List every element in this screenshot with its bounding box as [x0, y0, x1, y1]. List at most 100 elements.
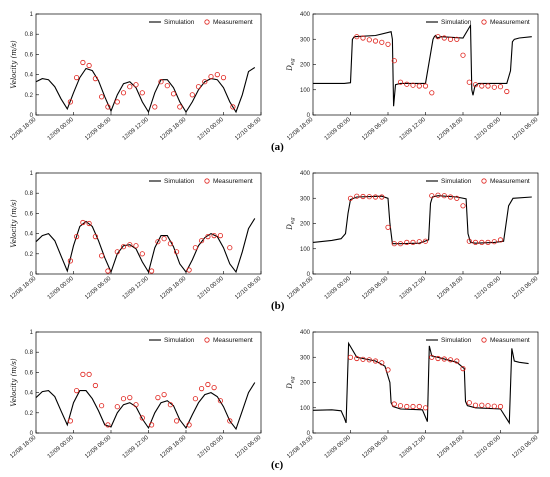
measurement-point: [454, 36, 460, 42]
measurement-point: [211, 233, 217, 239]
y-tick-label: 0: [30, 431, 34, 437]
x-tick-label: 12/09 18:00: [159, 276, 188, 301]
measurement-point: [74, 75, 80, 81]
measurement-point: [385, 224, 391, 230]
measurement-point: [435, 34, 441, 40]
y-tick-label: 0: [307, 272, 311, 278]
x-tick-label: 12/10 06:00: [511, 276, 540, 301]
x-tick-label: 12/08 18:00: [286, 276, 315, 301]
measurement-point: [164, 83, 170, 89]
panel-label-a: (a): [271, 141, 284, 153]
simulation-line: [35, 218, 256, 274]
x-tick-label: 12/09 12:00: [122, 435, 151, 460]
measurement-point: [366, 37, 372, 43]
measurement-point: [404, 81, 410, 87]
measurement-point: [74, 234, 80, 240]
measurement-point: [161, 236, 167, 242]
measurement-point: [133, 402, 139, 408]
measurement-point: [86, 220, 92, 227]
measurement-point: [429, 193, 435, 199]
y-tick-label: 0.6: [25, 211, 34, 217]
measurement-point: [479, 402, 485, 408]
measurement-point: [429, 354, 435, 360]
measurement-point: [192, 396, 198, 402]
simulation-line: [313, 23, 532, 107]
x-tick-label: 12/10 06:00: [511, 117, 540, 142]
measurement-point: [167, 402, 173, 408]
chart-a-velocity: 0 0.2 0.4 0.6 0.8 1 12/08 18:00 12/09 00:00 12/0…: [9, 12, 263, 142]
x-tick-label: 12/09 06:00: [361, 435, 390, 460]
x-tick-label: 12/10 06:00: [511, 435, 540, 460]
measurement-point: [466, 400, 472, 406]
x-tick-label: 12/09 06:00: [84, 435, 113, 460]
measurement-point: [466, 79, 472, 85]
x-tick-label: 12/09 00:00: [47, 117, 76, 142]
x-tick-label: 12/10 06:00: [234, 117, 263, 142]
measurement-point: [186, 267, 192, 273]
y-tick-label: 0.2: [25, 93, 34, 99]
measurement-point: [460, 52, 466, 58]
legend-measurement-label: Measurement: [213, 337, 253, 344]
legend-measurement-label: Measurement: [490, 337, 530, 344]
y-tick-label: 1: [30, 12, 34, 18]
legend-measurement-label: Measurement: [490, 19, 530, 26]
measurement-point: [152, 104, 158, 110]
panel-label-c: (c): [271, 459, 284, 471]
measurement-point: [114, 249, 120, 255]
x-tick-label: 12/09 18:00: [159, 435, 188, 460]
x-tick-label: 12/09 12:00: [399, 276, 428, 301]
measurement-point: [149, 268, 155, 274]
measurement-point: [497, 403, 504, 410]
y-tick-label: 0.8: [25, 350, 34, 356]
measurement-point: [485, 83, 491, 89]
x-tick-label: 12/08 18:00: [286, 117, 315, 142]
measurement-point: [491, 84, 497, 90]
y-tick-label: 200: [300, 222, 311, 228]
measurement-point: [192, 245, 198, 251]
measurement-point: [410, 403, 416, 410]
x-tick-label: 12/09 00:00: [324, 117, 353, 142]
x-tick-label: 12/10 00:00: [474, 435, 503, 460]
measurement-point: [472, 82, 479, 88]
measurement-point: [155, 239, 161, 245]
measurement-point: [379, 39, 385, 45]
measurement-point: [227, 245, 233, 251]
measurement-point: [139, 415, 145, 421]
measurement-point: [205, 234, 211, 240]
plot-frame: [312, 13, 539, 116]
measurement-point: [391, 58, 397, 64]
x-tick-label: 12/09 18:00: [436, 276, 465, 301]
measurement-point: [158, 79, 164, 85]
x-tick-label: 12/09 12:00: [122, 117, 151, 142]
x-tick-label: 12/09 00:00: [47, 435, 76, 460]
measurement-point: [360, 356, 366, 362]
legend-measurement-label: Measurement: [213, 19, 253, 26]
measurement-point: [114, 99, 120, 105]
measurement-point: [167, 241, 173, 247]
measurement-point: [133, 243, 139, 249]
measurement-point: [214, 72, 220, 78]
measurement-point: [230, 104, 236, 110]
measurement-point: [114, 404, 120, 410]
y-tick-label: 400: [300, 12, 311, 18]
legend-simulation-label: Simulation: [164, 19, 195, 26]
measurement-point: [466, 238, 472, 244]
x-tick-label: 12/09 12:00: [122, 276, 151, 301]
measurement-point: [366, 357, 372, 363]
measurement-point: [208, 74, 214, 80]
measurement-point: [410, 82, 416, 88]
legend-simulation-label: Simulation: [441, 178, 472, 185]
measurement-point: [347, 354, 354, 360]
legend-measurement-swatch: [204, 178, 210, 184]
measurement-point: [186, 422, 192, 428]
measurement-point: [205, 381, 211, 388]
measurement-point: [485, 403, 491, 409]
measurement-point: [429, 90, 435, 96]
measurement-point: [397, 79, 404, 85]
x-tick-label: 12/09 06:00: [84, 117, 113, 142]
x-tick-label: 12/08 18:00: [286, 435, 315, 460]
x-tick-label: 12/10 00:00: [474, 117, 503, 142]
x-tick-label: 12/09 18:00: [159, 117, 188, 142]
measurement-point: [86, 62, 92, 69]
measurement-point: [422, 83, 429, 89]
